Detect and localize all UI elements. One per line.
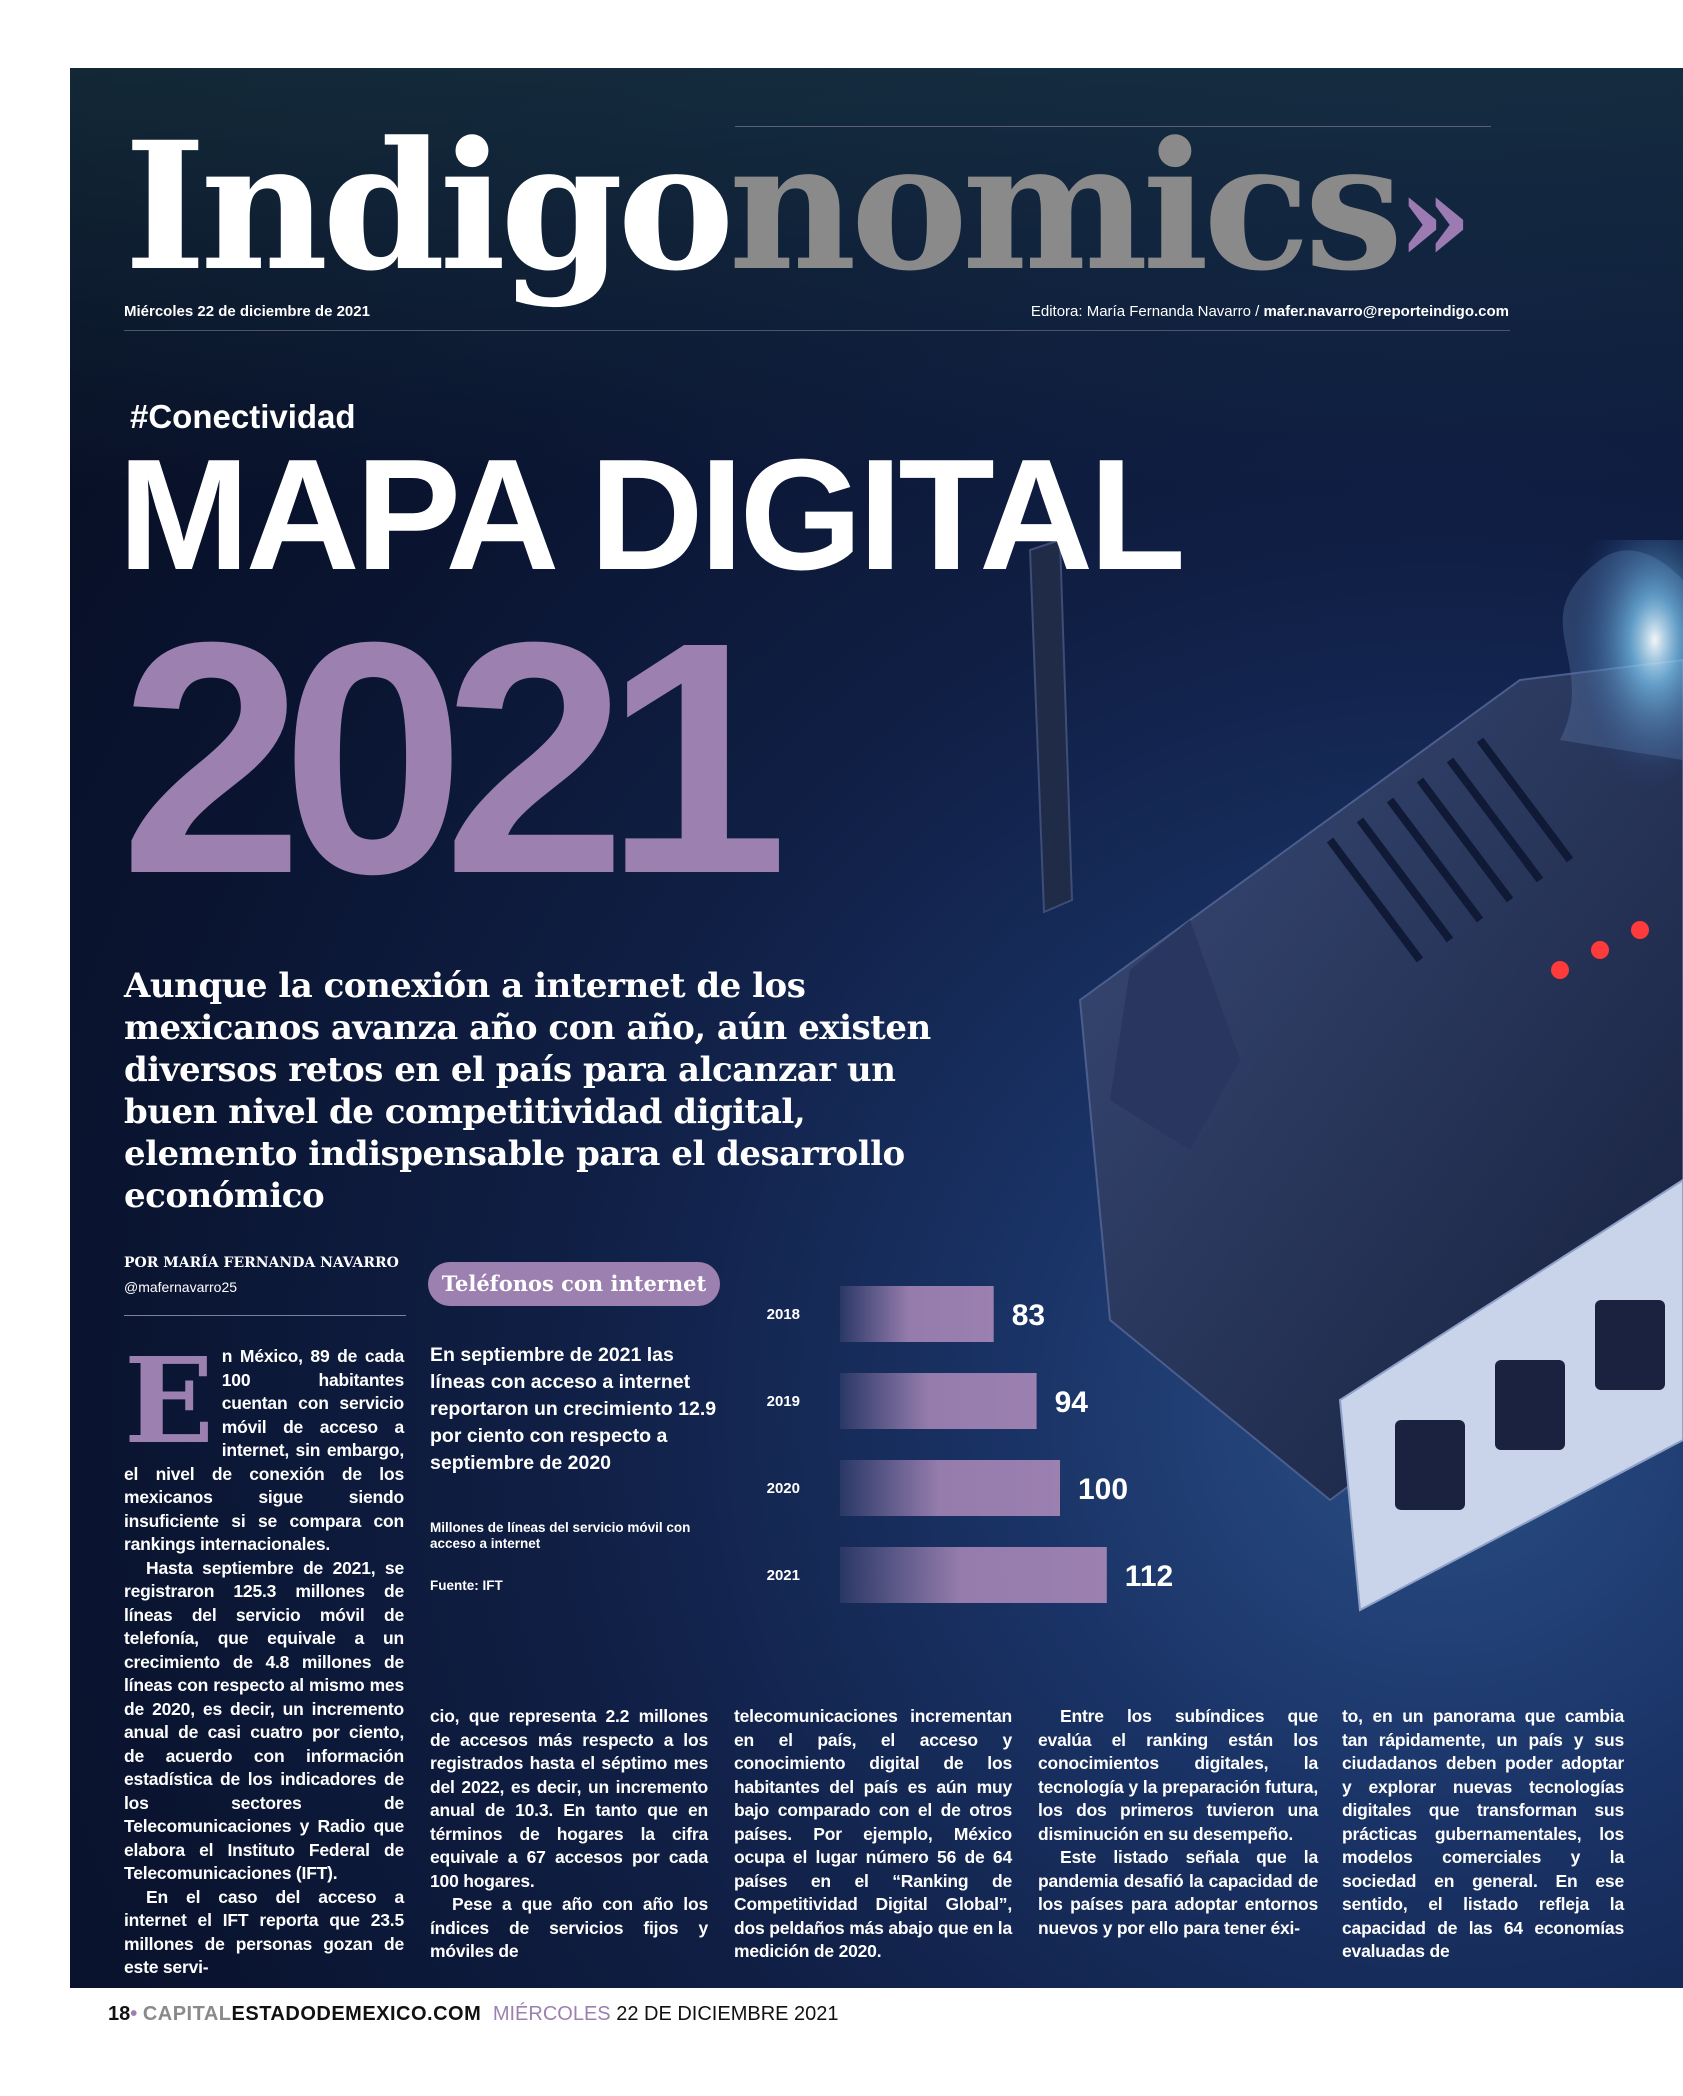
infographic-summary: En septiembre de 2021 las líneas con acc…	[430, 1344, 717, 1474]
footer-date: 22 DE DICIEMBRE 2021	[616, 2003, 839, 2025]
page-number: 18	[108, 2003, 131, 2025]
byline-rule	[124, 1315, 406, 1316]
article-column-4: Entre los subíndices que evalúa el ranki…	[1038, 1705, 1318, 1940]
column-1-paragraph-1-text: n México, 89 de cada 100 habitantes cuen…	[124, 1346, 404, 1554]
editor-name: Editora: María Fernanda Navarro /	[1030, 303, 1264, 320]
bar-value-label: 83	[1012, 1299, 1045, 1332]
masthead-part-2: nomics	[728, 103, 1404, 310]
article-dek: Aunque la conexión a internet de los mex…	[124, 966, 931, 1216]
bar-2019	[840, 1373, 1037, 1429]
footer-bullet: •	[130, 2003, 138, 2025]
column-4-paragraph-2: Este listado señala que la pandemia desa…	[1038, 1847, 1318, 1938]
infographic-source: Fuente: IFT	[430, 1578, 503, 1593]
masthead-chevron-icon: »	[1397, 148, 1472, 289]
author-handle: @mafernavarro25	[124, 1279, 238, 1295]
column-1-paragraph-2: Hasta septiembre de 2021, se registraron…	[124, 1557, 404, 1884]
issue-date: Miércoles 22 de diciembre de 2021	[124, 303, 370, 320]
bar-category-label: 2021	[767, 1567, 800, 1584]
infographic-note: Millones de líneas del servicio móvil co…	[430, 1520, 691, 1551]
article-column-2: cio, que representa 2.2 millones de acce…	[430, 1705, 708, 1964]
column-5-paragraph-1: to, en un panorama que cambia tan rápida…	[1342, 1706, 1624, 1961]
column-2-paragraph-2: Pese a que año con año los índices de se…	[430, 1894, 708, 1961]
article-column-3: telecomunicaciones incrementan en el paí…	[734, 1705, 1012, 1964]
column-1-paragraph-3: En el caso del acceso a internet el IFT …	[124, 1886, 404, 1978]
bar-category-label: 2018	[767, 1306, 800, 1323]
headline: MAPA DIGITAL	[118, 427, 1186, 603]
bar-value-label: 94	[1055, 1386, 1089, 1419]
headline-year: 2021	[120, 573, 788, 942]
bar-category-label: 2020	[767, 1480, 800, 1497]
bar-value-label: 112	[1125, 1560, 1173, 1593]
masthead-part-1: Indigo	[124, 103, 735, 310]
router-illustration	[1028, 540, 1683, 1612]
editor-credit: Editora: María Fernanda Navarro / mafer.…	[1031, 303, 1509, 320]
bar-chart: 2018 83 2019 94 2020 100 2021 112	[767, 1286, 1173, 1603]
footer-capital: CAPITAL	[142, 2003, 232, 2025]
masthead-rule	[735, 126, 1491, 127]
bar-2020	[840, 1460, 1060, 1516]
infographic-tag: Teléfonos con internet	[428, 1262, 720, 1306]
header-rule	[124, 330, 1510, 331]
section-hashtag: #Conectividad	[130, 398, 356, 435]
column-2-paragraph-1: cio, que representa 2.2 millones de acce…	[430, 1706, 708, 1891]
bar-2018	[840, 1286, 994, 1342]
page-footer: 18• CAPITALESTADODEMEXICO.COM MIÉRCOLES …	[108, 2003, 839, 2026]
masthead-logo: Indigonomics»	[124, 112, 1472, 314]
column-3-paragraph-1: telecomunicaciones incrementan en el paí…	[734, 1706, 1012, 1961]
bar-2021	[840, 1547, 1107, 1603]
editor-email: mafer.navarro@reporteindigo.com	[1263, 303, 1509, 320]
article-column-5: to, en un panorama que cambia tan rápida…	[1342, 1705, 1624, 1964]
byline: POR MARÍA FERNANDA NAVARRO	[124, 1255, 399, 1271]
column-4-paragraph-1: Entre los subíndices que evalúa el ranki…	[1038, 1706, 1318, 1844]
footer-weekday: MIÉRCOLES	[492, 2003, 611, 2025]
bar-value-label: 100	[1078, 1473, 1128, 1506]
footer-site: ESTADODEMEXICO.COM	[231, 2003, 482, 2025]
bar-category-label: 2019	[767, 1393, 800, 1410]
drop-cap: E	[124, 1331, 214, 1470]
